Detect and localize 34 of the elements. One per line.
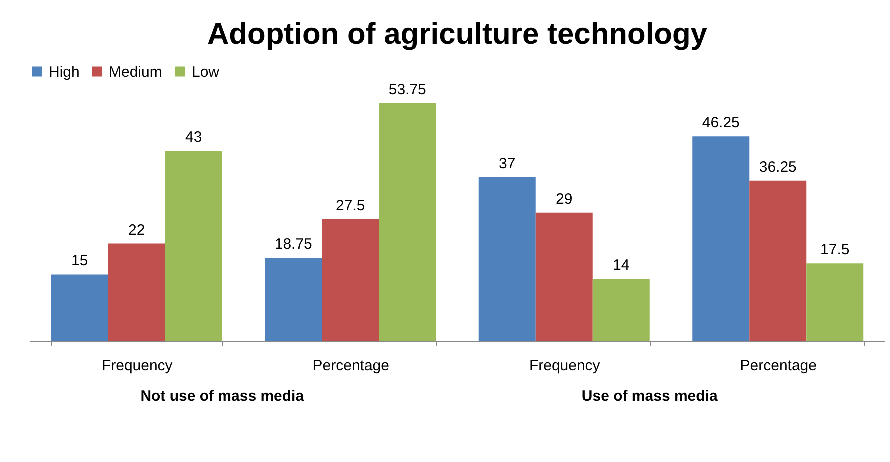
bar xyxy=(265,258,322,341)
x-tick-label: Frequency xyxy=(102,358,174,374)
bar xyxy=(592,279,650,341)
data-label: 43 xyxy=(186,129,202,146)
x-tick-label: Percentage xyxy=(740,358,817,374)
data-label: 37 xyxy=(499,156,516,173)
data-label: 18.75 xyxy=(274,236,312,254)
data-label: 14 xyxy=(613,257,630,274)
bar xyxy=(750,180,807,341)
bar xyxy=(322,220,380,341)
data-label: 22 xyxy=(128,222,146,239)
data-label: 17.5 xyxy=(820,242,850,259)
legend-label: Low xyxy=(192,64,220,81)
x-tick-label: Percentage xyxy=(312,358,390,374)
data-label: 36.25 xyxy=(759,158,797,176)
data-label: 29 xyxy=(556,190,573,208)
bar xyxy=(108,244,166,341)
bar xyxy=(692,136,750,341)
bar xyxy=(51,274,108,341)
data-label: 53.75 xyxy=(388,82,426,99)
text: Not use of mass media xyxy=(140,388,305,405)
chart-title: Adoption of agriculture technology xyxy=(208,18,708,51)
bar xyxy=(806,264,864,341)
data-label: 27.5 xyxy=(336,198,366,214)
text: Use of mass media xyxy=(582,388,718,405)
x-tick-label: Frequency xyxy=(529,358,601,374)
bar xyxy=(536,212,593,341)
data-label: 15 xyxy=(72,252,88,270)
bar xyxy=(165,151,222,341)
bar xyxy=(478,178,536,341)
legend-label: Medium xyxy=(109,64,162,81)
legend-label: High xyxy=(49,64,80,81)
data-label: 46.25 xyxy=(702,114,740,132)
bar xyxy=(379,104,436,341)
